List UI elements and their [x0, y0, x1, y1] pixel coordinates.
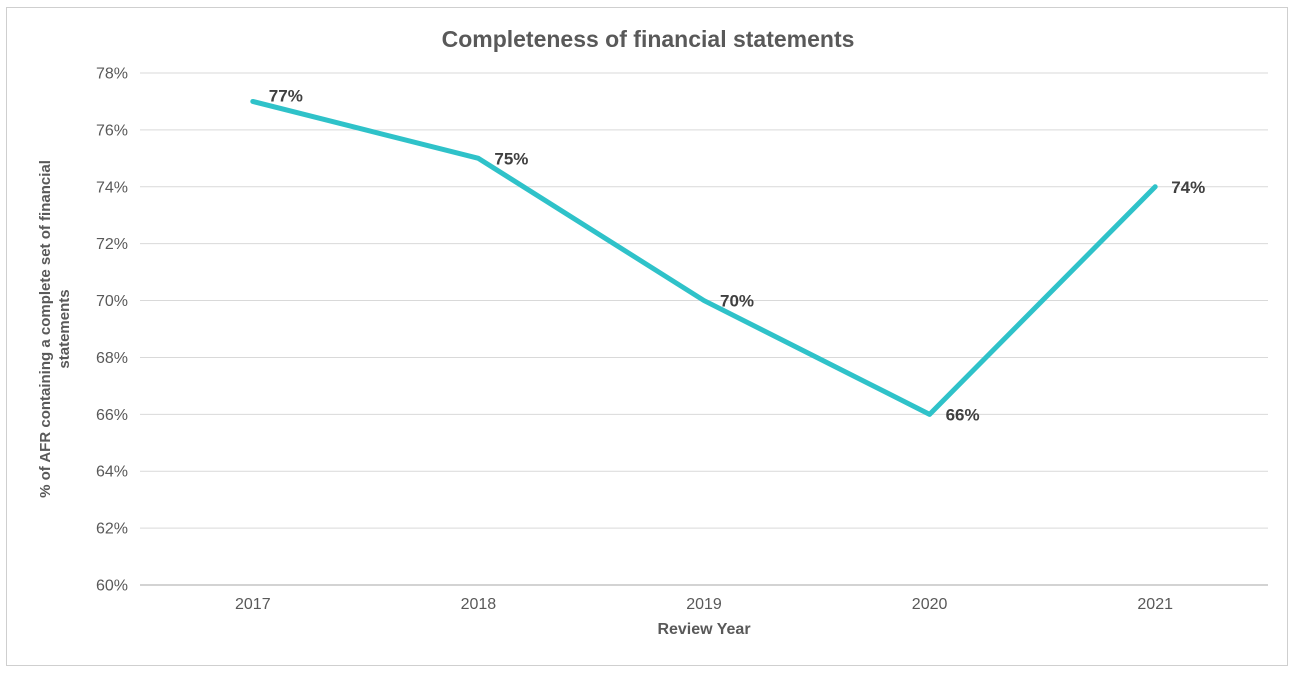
x-tick-label: 2021 [1137, 596, 1173, 613]
y-tick-label: 68% [96, 350, 128, 367]
y-tick-label: 62% [96, 521, 128, 538]
data-label: 74% [1171, 178, 1205, 197]
y-tick-label: 78% [96, 66, 128, 83]
x-tick-label: 2017 [235, 596, 271, 613]
data-label: 77% [269, 86, 303, 105]
x-tick-label: 2020 [912, 596, 948, 613]
x-tick-label: 2019 [686, 596, 722, 613]
data-label: 66% [946, 405, 980, 424]
chart-title: Completeness of financial statements [441, 26, 855, 52]
y-tick-label: 76% [96, 122, 128, 139]
series-line [250, 98, 1158, 417]
x-axis-title: Review Year [657, 621, 751, 638]
data-label: 75% [494, 149, 528, 168]
y-tick-label: 66% [96, 407, 128, 424]
y-tick-label: 74% [96, 179, 128, 196]
y-tick-label: 70% [96, 293, 128, 310]
y-tick-label: 64% [96, 464, 128, 481]
data-label: 70% [720, 292, 754, 311]
y-tick-label: 60% [96, 578, 128, 595]
x-tick-label: 2018 [461, 596, 497, 613]
chart-frame [6, 7, 1288, 666]
y-tick-label: 72% [96, 236, 128, 253]
